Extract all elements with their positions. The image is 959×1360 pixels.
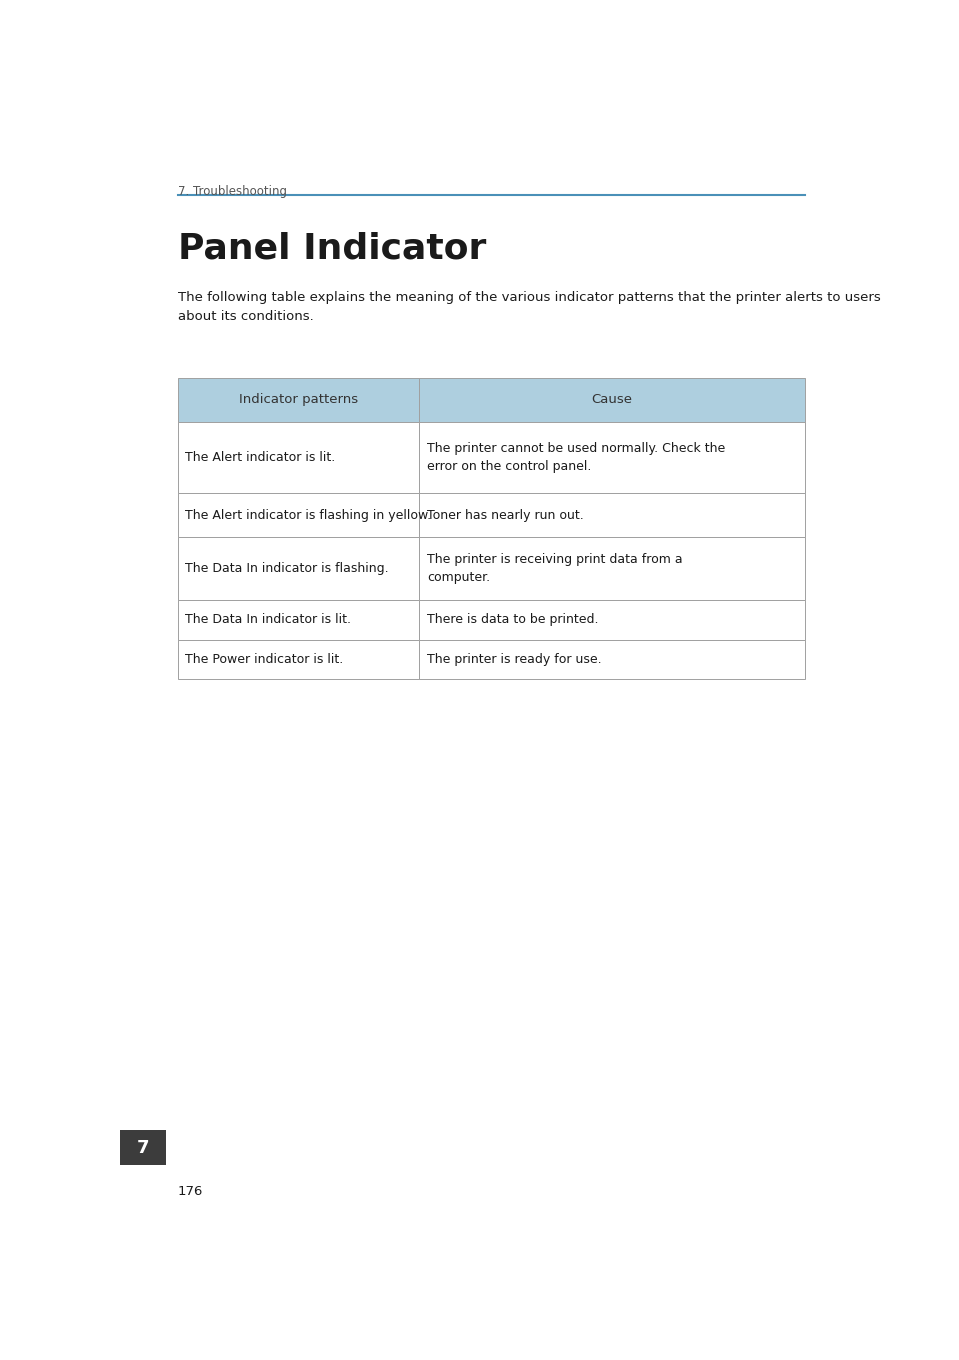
Text: The printer is ready for use.: The printer is ready for use. bbox=[427, 653, 601, 666]
FancyBboxPatch shape bbox=[419, 422, 806, 494]
Text: The following table explains the meaning of the various indicator patterns that : The following table explains the meaning… bbox=[177, 291, 880, 322]
FancyBboxPatch shape bbox=[419, 600, 806, 639]
Text: Indicator patterns: Indicator patterns bbox=[239, 393, 358, 407]
FancyBboxPatch shape bbox=[177, 378, 419, 422]
FancyBboxPatch shape bbox=[419, 378, 806, 422]
Text: There is data to be printed.: There is data to be printed. bbox=[427, 613, 598, 626]
FancyBboxPatch shape bbox=[177, 639, 419, 680]
Text: The Power indicator is lit.: The Power indicator is lit. bbox=[185, 653, 343, 666]
Text: The Data In indicator is flashing.: The Data In indicator is flashing. bbox=[185, 562, 389, 575]
Text: 7: 7 bbox=[137, 1138, 150, 1156]
Text: 176: 176 bbox=[177, 1185, 203, 1198]
Text: Toner has nearly run out.: Toner has nearly run out. bbox=[427, 509, 583, 521]
Text: The Alert indicator is flashing in yellow.: The Alert indicator is flashing in yello… bbox=[185, 509, 432, 521]
FancyBboxPatch shape bbox=[120, 1130, 166, 1166]
Text: The printer cannot be used normally. Check the
error on the control panel.: The printer cannot be used normally. Che… bbox=[427, 442, 725, 473]
Text: Cause: Cause bbox=[592, 393, 633, 407]
FancyBboxPatch shape bbox=[177, 600, 419, 639]
Text: The printer is receiving print data from a
computer.: The printer is receiving print data from… bbox=[427, 554, 683, 583]
Text: 7. Troubleshooting: 7. Troubleshooting bbox=[177, 185, 287, 199]
Text: Panel Indicator: Panel Indicator bbox=[177, 231, 486, 265]
Text: The Alert indicator is lit.: The Alert indicator is lit. bbox=[185, 452, 336, 464]
FancyBboxPatch shape bbox=[177, 422, 419, 494]
FancyBboxPatch shape bbox=[419, 537, 806, 600]
FancyBboxPatch shape bbox=[177, 537, 419, 600]
FancyBboxPatch shape bbox=[177, 494, 419, 537]
FancyBboxPatch shape bbox=[419, 494, 806, 537]
Text: The Data In indicator is lit.: The Data In indicator is lit. bbox=[185, 613, 351, 626]
FancyBboxPatch shape bbox=[419, 639, 806, 680]
